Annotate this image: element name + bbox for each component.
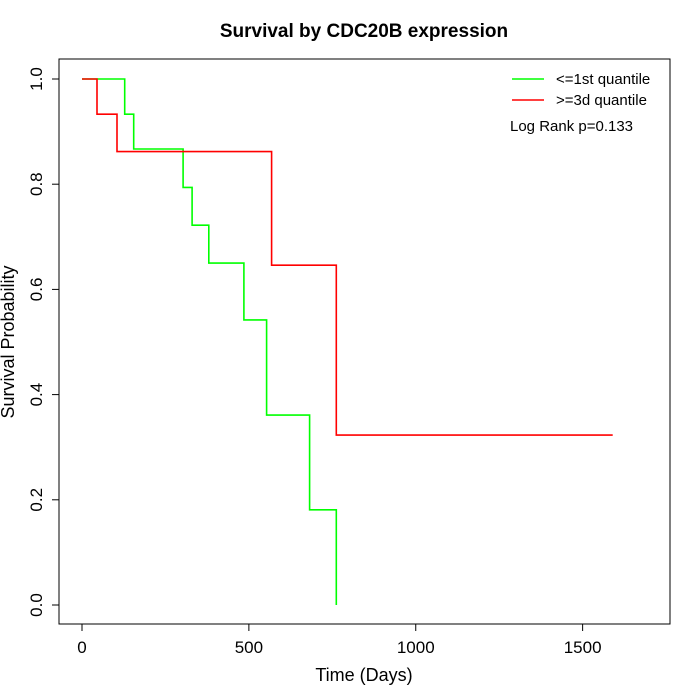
y-axis-label: Survival Probability: [0, 265, 18, 418]
y-tick-label: 0.6: [27, 278, 46, 302]
y-tick-label: 0.2: [27, 488, 46, 512]
y-tick-label: 0.0: [27, 593, 46, 617]
x-tick-label: 1500: [564, 638, 602, 657]
legend-label: <=1st quantile: [556, 71, 650, 88]
log-rank-annotation: Log Rank p=0.133: [510, 118, 633, 135]
x-tick-label: 500: [235, 638, 263, 657]
axes: 0 500 1000 1500 0.0 0.2 0.4 0.6 0.8 1.0: [27, 67, 602, 657]
y-tick-label: 0.4: [27, 383, 46, 407]
y-tick-label: 1.0: [27, 67, 46, 91]
plot-frame: [58, 58, 671, 625]
x-tick-label: 1000: [397, 638, 435, 657]
series-line-2: [82, 78, 613, 436]
x-axis-label: Time (Days): [315, 665, 412, 685]
series-layer: [82, 78, 613, 605]
chart-title: Survival by CDC20B expression: [220, 21, 508, 42]
series-line-1: [82, 78, 338, 605]
legend: <=1st quantile >=3d quantile: [512, 71, 650, 109]
legend-label: >=3d quantile: [556, 92, 647, 109]
y-tick-label: 0.8: [27, 172, 46, 196]
x-tick-label: 0: [77, 638, 86, 657]
